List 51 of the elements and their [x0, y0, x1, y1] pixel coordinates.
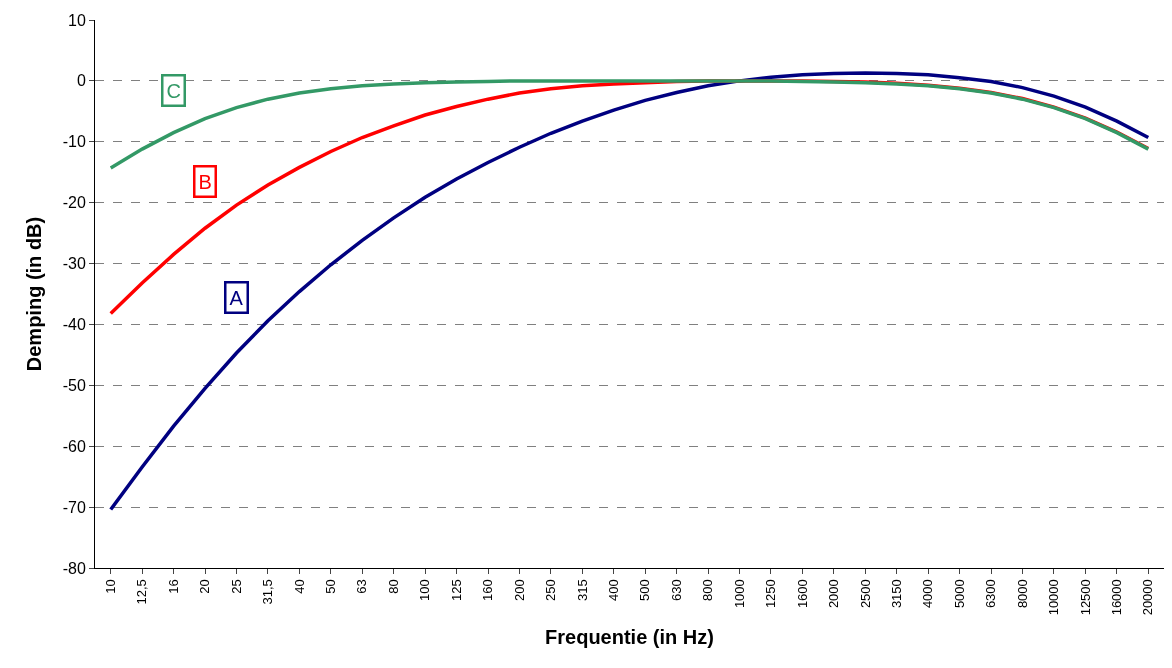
line-series — [108, 71, 1151, 512]
x-tick-label: 40 — [291, 579, 307, 594]
x-axis-title: Frequentie (in Hz) — [545, 625, 714, 648]
y-tick-label: 10 — [68, 11, 86, 29]
y-tick-label: -30 — [62, 255, 86, 273]
x-tick-label: 5000 — [951, 579, 967, 609]
x-tick-label: 8000 — [1014, 579, 1030, 609]
x-tick-label: 1250 — [763, 579, 779, 609]
y-tick-label: 0 — [76, 72, 86, 90]
x-tick-label: 160 — [480, 579, 496, 601]
x-tick-label: 630 — [668, 579, 684, 601]
y-tick-label: -20 — [62, 194, 86, 212]
x-tick-label: 20000 — [1140, 579, 1156, 616]
x-tick-label: 800 — [700, 579, 716, 601]
x-tick-label: 100 — [417, 579, 433, 601]
y-tick-label: -70 — [62, 498, 86, 516]
x-tick-label: 4000 — [920, 579, 936, 609]
x-tick-label: 31,5 — [260, 579, 276, 605]
y-tick-label: -50 — [62, 376, 86, 394]
x-tick-label: 3150 — [888, 579, 904, 609]
line-series — [108, 79, 1151, 170]
annotation: B — [198, 170, 212, 193]
x-tick-label: 16000 — [1109, 579, 1125, 616]
x-tick-label: 10000 — [1046, 579, 1062, 616]
x-tick-label: 125 — [448, 579, 464, 601]
y-tick-label: -40 — [62, 316, 86, 334]
x-tick-label: 315 — [574, 579, 590, 601]
y-tick-label: -60 — [62, 437, 86, 455]
x-tick-label: 63 — [354, 579, 370, 594]
x-tick-label: 2000 — [826, 579, 842, 609]
annotation: C — [166, 79, 181, 102]
x-tick-label: 50 — [323, 579, 339, 594]
x-tick-label: 16 — [165, 579, 181, 594]
x-tick-label: 400 — [606, 579, 622, 601]
y-tick-label: -10 — [62, 133, 86, 151]
x-tick-label: 12,5 — [134, 579, 150, 605]
x-tick-label: 200 — [511, 579, 527, 601]
x-tick-label: 25 — [228, 579, 244, 594]
y-tick-label: -80 — [62, 559, 86, 577]
x-tick-label: 20 — [197, 579, 213, 594]
x-tick-label: 500 — [637, 579, 653, 601]
x-tick-label: 1600 — [794, 579, 810, 609]
x-tick-label: 6300 — [983, 579, 999, 609]
x-tick-label: 10 — [102, 579, 118, 594]
x-tick-label: 1000 — [731, 579, 747, 609]
x-tick-label: 2500 — [857, 579, 873, 609]
x-tick-label: 250 — [543, 579, 559, 601]
y-axis-title: Demping (in dB) — [23, 216, 46, 372]
annotation: A — [229, 286, 244, 309]
x-tick-label: 80 — [385, 579, 401, 594]
x-tick-label: 12500 — [1077, 579, 1093, 616]
